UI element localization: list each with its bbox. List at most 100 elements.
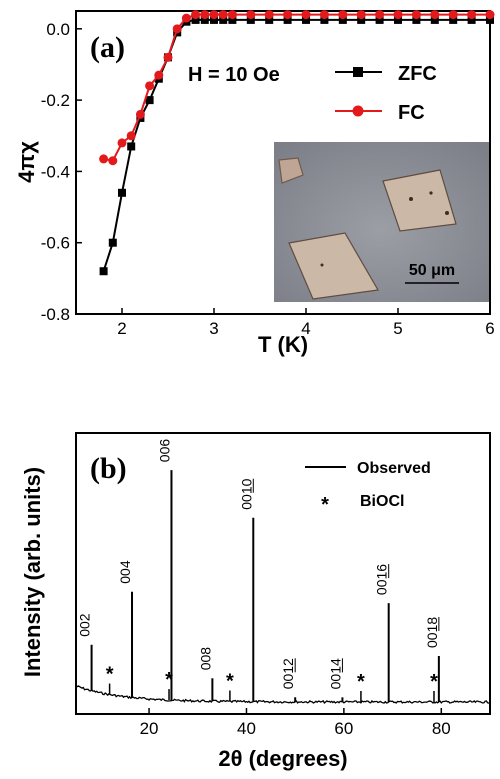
peak-label: 0016	[374, 564, 390, 595]
point-fc	[246, 10, 256, 20]
plot-area-b	[75, 432, 491, 715]
impurity-marker: *	[165, 669, 173, 691]
point-zfc	[145, 96, 154, 105]
point-fc	[467, 10, 477, 20]
legend-bioc-marker: *	[321, 494, 329, 516]
point-zfc	[228, 15, 237, 24]
point-fc	[126, 131, 136, 141]
panel-label-b: (b)	[90, 452, 127, 485]
point-fc	[411, 10, 421, 20]
point-fc	[319, 10, 329, 20]
point-fc	[145, 81, 155, 91]
peak-label: 0018	[424, 617, 440, 648]
point-fc	[200, 10, 210, 20]
point-zfc	[200, 15, 209, 24]
panel-b: 002 004 006 008 0010 0012 0014 0016 0018 * * * * * 20…	[20, 432, 491, 771]
field-annotation: H = 10 Oe	[188, 64, 280, 86]
crystal-flake-2	[382, 169, 457, 232]
crystal-defect	[429, 191, 433, 195]
crystal-defect	[320, 263, 324, 267]
legend-zfc-marker	[353, 67, 363, 77]
point-zfc	[99, 267, 108, 276]
peak-label: 0010	[238, 478, 254, 509]
point-zfc	[118, 188, 126, 197]
peak-label: 0012	[280, 658, 296, 689]
point-fc	[375, 10, 385, 20]
point-fc	[181, 13, 191, 23]
legend-bioc-label: BiOCl	[360, 493, 404, 510]
y-tick-label-a: 0.0	[46, 20, 70, 39]
crystal-defect	[409, 197, 413, 201]
point-zfc	[357, 15, 366, 24]
y-tick-label-a: -0.8	[41, 305, 70, 324]
impurity-marker: *	[430, 671, 438, 693]
inset-micrograph: 50 μm	[274, 142, 489, 302]
y-tick-label-a: -0.6	[41, 234, 70, 253]
plot-content-b: 002 004 006 008 0010 0012 0014 0016 0018 * * * * *	[75, 439, 491, 704]
point-zfc	[449, 15, 458, 24]
x-tick-label-a: 6	[485, 319, 494, 338]
y-axis-label-a: 4πχ	[14, 141, 39, 183]
crystal-defect	[445, 211, 449, 215]
panel-label-a: (a)	[90, 31, 125, 64]
y-axis-label-b: Intensity (arb. units)	[20, 467, 45, 677]
point-fc	[108, 156, 118, 166]
panel-a: 2 3 4 5 6 0.0 -0.2 -0.4 -0.6 -0.8 50 μm (a) H = 1…	[14, 10, 495, 357]
x-tick-label-a: 5	[393, 319, 402, 338]
point-zfc	[265, 15, 274, 24]
impurity-marker: *	[357, 671, 365, 693]
point-zfc	[486, 15, 494, 24]
point-fc	[264, 10, 274, 20]
point-zfc	[320, 15, 329, 24]
y-tick-label-a: -0.2	[41, 91, 70, 110]
point-fc	[135, 109, 145, 119]
point-fc	[393, 10, 403, 20]
peak-label: 002	[77, 613, 93, 637]
crystal-flake-3	[288, 232, 379, 300]
x-tick-label-b: 40	[237, 719, 256, 738]
x-tick-label-b: 20	[140, 719, 159, 738]
point-fc	[163, 52, 173, 62]
point-fc	[117, 138, 127, 148]
peak-label: 0014	[327, 658, 343, 689]
point-zfc	[394, 15, 402, 24]
axis-ticks-a: 2 3 4 5 6 0.0 -0.2 -0.4 -0.6 -0.8	[41, 20, 495, 338]
point-zfc	[375, 15, 384, 24]
axis-ticks-b: 20 40 60 80	[140, 708, 451, 738]
legend-bioc: * BiOCl	[321, 493, 404, 516]
scale-bar-label: 50 μm	[409, 262, 455, 279]
legend-fc-marker	[352, 105, 364, 117]
crystal-flake-1	[278, 157, 304, 184]
peak-label: 008	[197, 647, 213, 671]
impurity-marker: *	[226, 671, 234, 693]
x-tick-label-a: 4	[301, 319, 310, 338]
point-zfc	[108, 238, 117, 247]
x-axis-label-a: T (K)	[258, 332, 308, 357]
legend-fc: FC	[335, 102, 425, 124]
point-zfc	[191, 15, 200, 24]
legend-zfc-label: ZFC	[398, 63, 437, 85]
point-zfc	[302, 15, 310, 24]
point-zfc	[338, 15, 347, 24]
x-tick-label-a: 2	[117, 319, 126, 338]
point-zfc	[246, 15, 255, 24]
point-fc	[218, 10, 228, 20]
point-fc	[283, 10, 293, 20]
point-fc	[448, 10, 458, 20]
point-zfc	[283, 15, 292, 24]
point-zfc	[430, 15, 439, 24]
point-fc	[209, 10, 219, 20]
x-axis-label-b: 2θ (degrees)	[218, 746, 347, 771]
point-fc	[227, 10, 237, 20]
point-zfc	[412, 15, 421, 24]
y-tick-label-a: -0.4	[41, 162, 70, 181]
point-zfc	[219, 15, 228, 24]
point-zfc	[467, 15, 476, 24]
point-fc	[99, 154, 109, 164]
point-fc	[154, 70, 164, 80]
point-fc	[172, 24, 182, 34]
point-fc	[338, 10, 348, 20]
point-fc	[356, 10, 366, 20]
impurity-marker: *	[106, 664, 114, 686]
